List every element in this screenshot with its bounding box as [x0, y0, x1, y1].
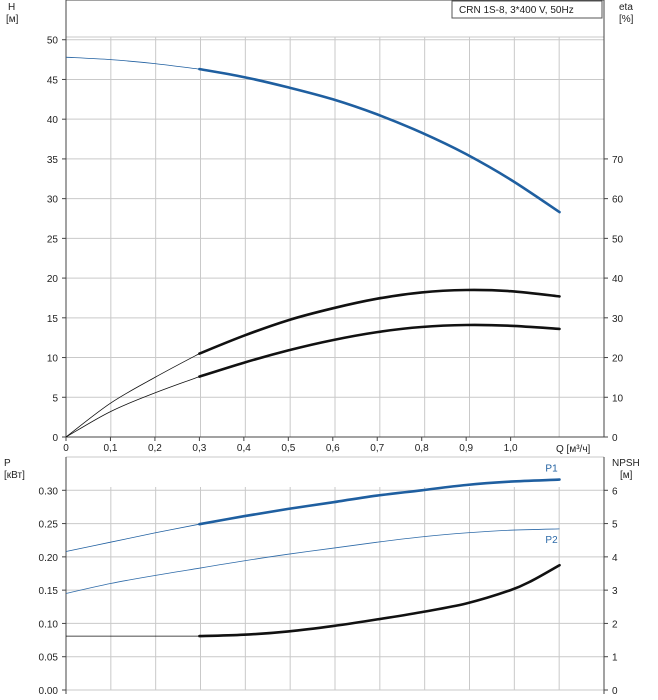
y-left-tick-label: 0.15 — [39, 586, 59, 597]
title-text: CRN 1S-8, 3*400 V, 50Hz — [459, 5, 574, 16]
x-tick-label: 0 — [63, 443, 69, 454]
y-left-label-p: P — [4, 458, 11, 469]
y-right-unit-eta: [%] — [619, 14, 634, 25]
y-left-unit-h: [м] — [6, 14, 19, 25]
y-left-tick-label: 50 — [47, 36, 59, 47]
bottom-grid — [65, 456, 605, 694]
y-left-tick-label: 30 — [47, 195, 59, 206]
x-tick-label: 0,3 — [192, 443, 206, 454]
y-left-tick-label: 0.25 — [39, 520, 59, 531]
series-h — [65, 56, 561, 214]
series-eta-pump — [65, 323, 561, 438]
series-p1 — [65, 478, 561, 552]
bottom-series-group: P1 P2 — [65, 464, 561, 638]
series-line-thin — [65, 353, 200, 438]
y-left-tick-label: 0.20 — [39, 553, 59, 564]
y-right-unit-npsh: [м] — [620, 470, 633, 481]
y-left-tick-label: 25 — [47, 234, 59, 245]
y-left-tick-label: 0.05 — [39, 653, 59, 664]
y-right-tick-label: 60 — [612, 195, 624, 206]
x-axis-label-q: Q [м³/ч] — [556, 444, 591, 455]
series-line-operating — [198, 288, 561, 355]
y-right-tick-label: 40 — [612, 274, 624, 285]
series-line-operating — [198, 323, 561, 378]
series-line-operating — [198, 478, 561, 526]
series-line-thin — [65, 528, 560, 594]
title-box — [451, 0, 603, 19]
y-left-tick-label: 40 — [47, 115, 59, 126]
series-npsh — [66, 563, 561, 638]
x-tick-label: 0,7 — [370, 443, 384, 454]
x-tick-label: 0,8 — [415, 443, 429, 454]
y-right-tick-label: 20 — [612, 354, 624, 365]
y-right-tick-label: 3 — [612, 586, 618, 597]
series-label-p2: P2 — [545, 535, 558, 546]
y-left-tick-label: 15 — [47, 314, 59, 325]
y-right-tick-label: 2 — [612, 619, 618, 630]
y-left-tick-label: 45 — [47, 75, 59, 86]
x-tick-label: 0,5 — [281, 443, 295, 454]
y-right-tick-label: 1 — [612, 653, 618, 664]
series-line-thin — [65, 523, 200, 552]
top-plot-frame — [65, 0, 605, 438]
series-eta-total — [65, 288, 561, 438]
y-left-tick-label: 35 — [47, 155, 59, 166]
y-left-tick-label: 5 — [52, 393, 58, 404]
x-tick-label: 1,0 — [504, 443, 518, 454]
y-left-label-h: H — [8, 2, 15, 13]
series-line-thin — [65, 56, 200, 70]
power-npsh-panel: P1 P2 0.00 0.05 0.10 0.15 0.20 0.25 0.30 0 1 2 3 4 5 6… — [4, 456, 640, 697]
y-left-tick-label: 0 — [52, 433, 58, 444]
top-tick-labels: 0 0,1 0,2 0,3 0,4 0,5 0,6 0,7 0,8 0,9 1,0 0 5 10 15 20 2… — [47, 36, 624, 454]
y-right-tick-label: 4 — [612, 553, 618, 564]
y-right-tick-label: 0 — [612, 686, 618, 697]
y-left-unit-p: [кВт] — [4, 470, 25, 481]
y-right-tick-label: 6 — [612, 486, 618, 497]
y-right-tick-label: 0 — [612, 433, 618, 444]
y-right-label-npsh: NPSH — [612, 458, 640, 469]
y-right-label-eta: eta — [619, 2, 633, 13]
top-series-group — [65, 56, 561, 438]
y-left-tick-label: 0.30 — [39, 486, 59, 497]
y-left-tick-label: 0.00 — [39, 686, 59, 697]
y-right-tick-label: 30 — [612, 314, 624, 325]
y-left-tick-label: 20 — [47, 274, 59, 285]
chart-title: CRN 1S-8, 3*400 V, 50Hz — [451, 0, 603, 19]
series-p2 — [65, 528, 560, 594]
bottom-tick-labels: 0.00 0.05 0.10 0.15 0.20 0.25 0.30 0 1 2 3 4 5 6 — [39, 486, 618, 697]
series-line-thin — [65, 376, 200, 438]
x-tick-label: 0,6 — [326, 443, 340, 454]
x-tick-label: 0,1 — [104, 443, 118, 454]
y-right-tick-label: 50 — [612, 234, 624, 245]
y-right-tick-label: 70 — [612, 155, 624, 166]
y-right-tick-label: 10 — [612, 393, 624, 404]
top-grid — [65, 36, 605, 438]
series-label-p1: P1 — [545, 464, 558, 475]
x-tick-label: 0,4 — [237, 443, 251, 454]
y-left-tick-label: 10 — [47, 354, 59, 365]
series-line-operating — [198, 67, 561, 214]
series-line-operating — [198, 563, 561, 638]
y-right-tick-label: 5 — [612, 520, 618, 531]
head-efficiency-panel: 0 0,1 0,2 0,3 0,4 0,5 0,6 0,7 0,8 0,9 1,0 0 5 10 15 20 2… — [6, 0, 634, 455]
x-tick-label: 0,9 — [459, 443, 473, 454]
x-tick-label: 0,2 — [148, 443, 162, 454]
y-left-tick-label: 0.10 — [39, 619, 59, 630]
